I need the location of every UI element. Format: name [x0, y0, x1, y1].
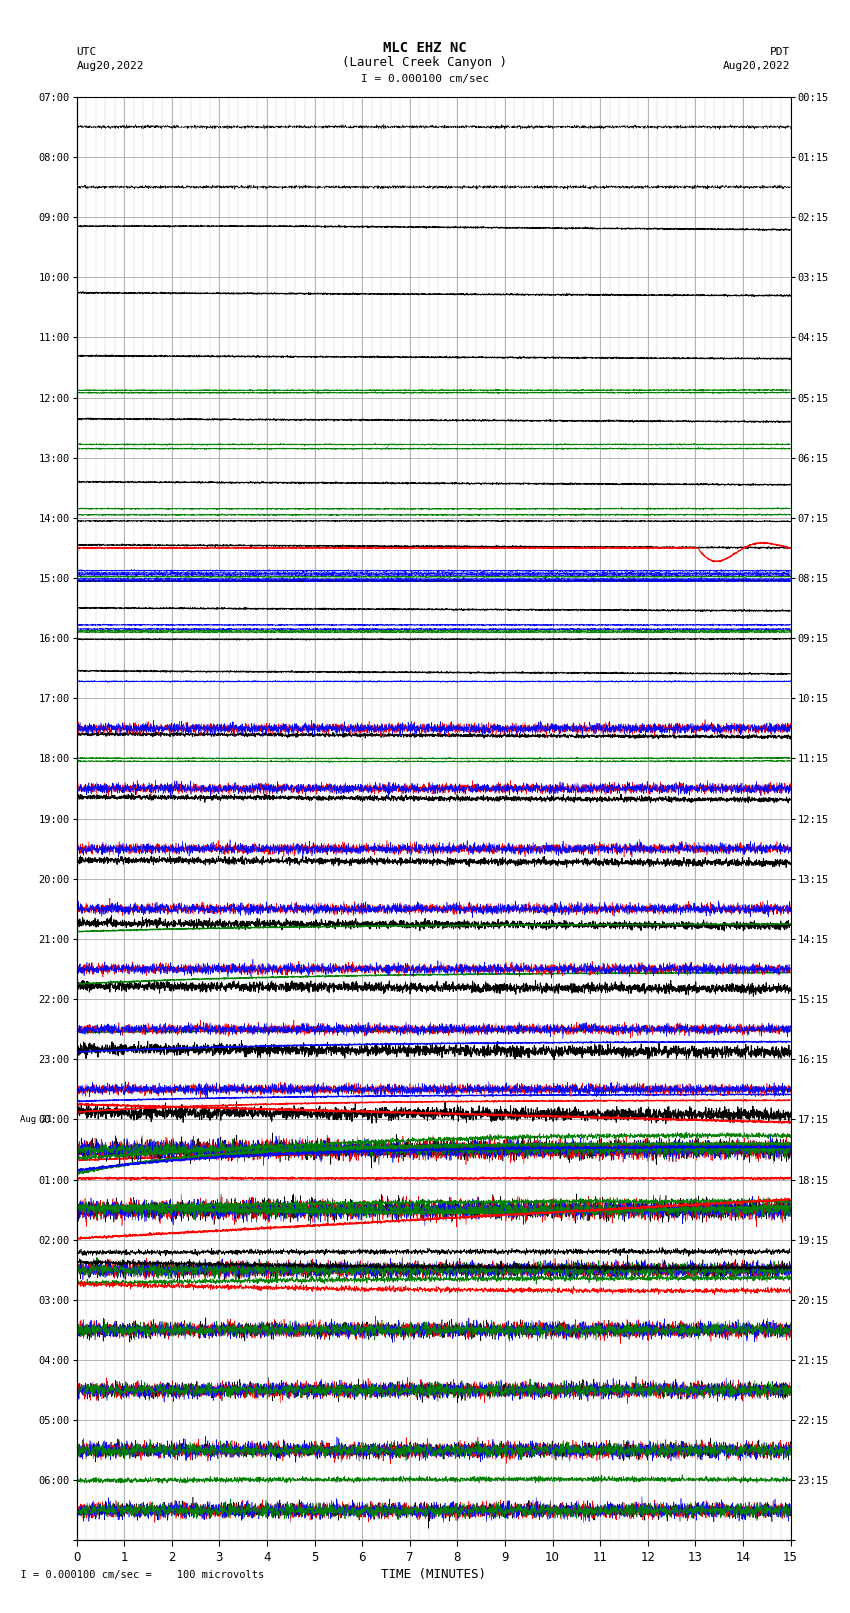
X-axis label: TIME (MINUTES): TIME (MINUTES)	[381, 1568, 486, 1581]
Text: MLC EHZ NC: MLC EHZ NC	[383, 40, 467, 55]
Text: PDT: PDT	[770, 47, 790, 56]
Text: Aug 21: Aug 21	[20, 1115, 53, 1124]
Text: UTC: UTC	[76, 47, 97, 56]
Text: I = 0.000100 cm/sec: I = 0.000100 cm/sec	[361, 74, 489, 84]
Text: Aug20,2022: Aug20,2022	[76, 61, 144, 71]
Text: Aug20,2022: Aug20,2022	[723, 61, 791, 71]
Text: I = 0.000100 cm/sec =    100 microvolts: I = 0.000100 cm/sec = 100 microvolts	[8, 1569, 264, 1579]
Text: (Laurel Creek Canyon ): (Laurel Creek Canyon )	[343, 56, 507, 69]
